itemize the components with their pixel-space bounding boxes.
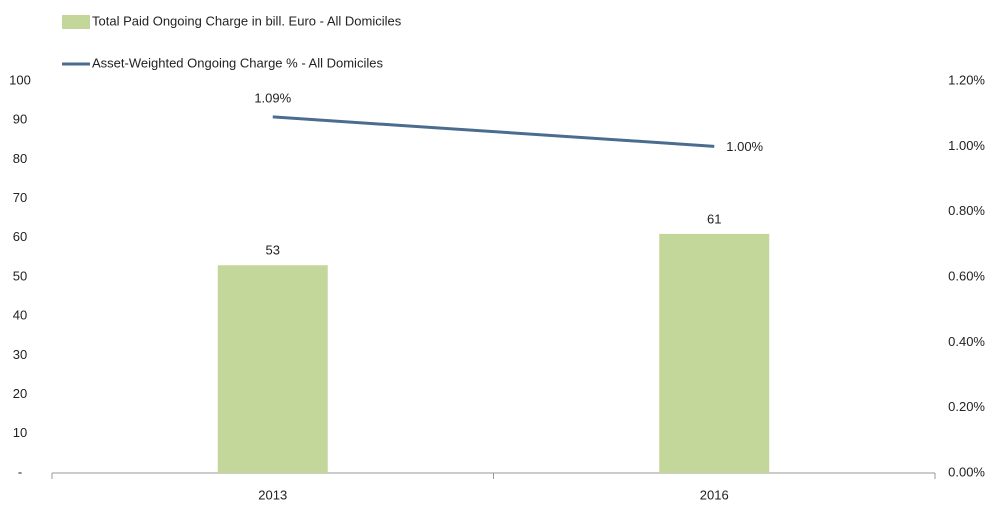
y2-tick-label: 0.40% <box>948 334 985 349</box>
y-tick-label: 90 <box>13 112 27 127</box>
x-tick-label: 2013 <box>258 487 287 502</box>
bar <box>659 233 770 473</box>
x-tick-label: 2016 <box>700 487 729 502</box>
y-tick-label: 70 <box>13 190 27 205</box>
legend-label: Asset-Weighted Ongoing Charge % - All Do… <box>92 55 383 70</box>
bar <box>217 265 328 473</box>
data-label: 61 <box>707 211 721 226</box>
y2-tick-label: 0.20% <box>948 399 985 414</box>
y2-tick-label: 1.20% <box>948 72 985 87</box>
line <box>272 115 715 148</box>
y-tick-label: 30 <box>13 347 27 362</box>
data-label: 53 <box>266 243 280 258</box>
y2-tick-label: 1.00% <box>948 138 985 153</box>
y2-tick-label: 0.80% <box>948 203 985 218</box>
y-tick-label: 80 <box>13 151 27 166</box>
y-tick-label: 20 <box>13 386 27 401</box>
y2-tick-label: 0.00% <box>948 464 985 479</box>
y-tick-label: 60 <box>13 229 27 244</box>
y-tick-label: - <box>18 464 22 479</box>
legend-label: Total Paid Ongoing Charge in bill. Euro … <box>92 13 402 28</box>
y2-tick-label: 0.60% <box>948 268 985 283</box>
y-tick-label: 50 <box>13 268 27 283</box>
y-tick-label: 40 <box>13 308 27 323</box>
data-label: 1.09% <box>254 90 291 105</box>
data-label: 1.00% <box>726 139 763 154</box>
y-tick-label: 100 <box>9 72 31 87</box>
y-tick-label: 10 <box>13 425 27 440</box>
legend-swatch <box>62 15 90 29</box>
